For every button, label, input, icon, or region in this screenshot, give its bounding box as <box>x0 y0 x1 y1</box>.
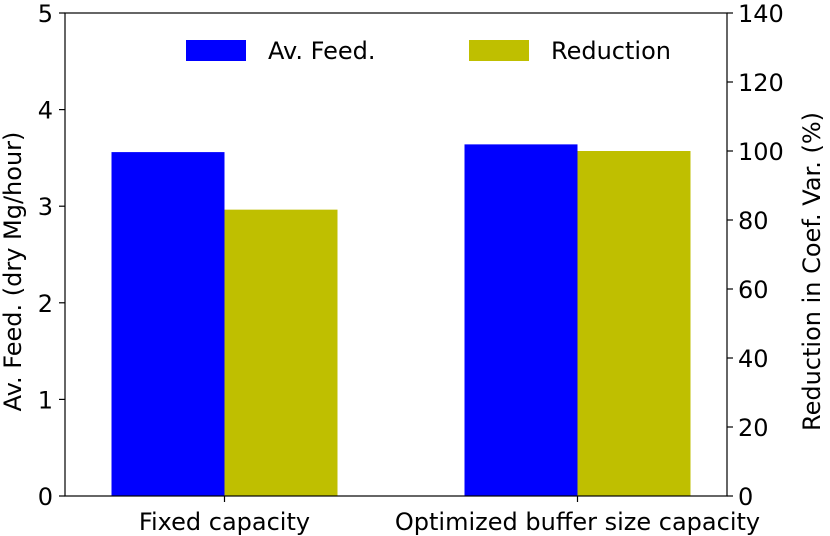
left-tick-label: 3 <box>38 193 53 221</box>
legend-label: Av. Feed. <box>268 37 376 65</box>
right-tick-label: 40 <box>738 345 769 373</box>
left-tick-label: 4 <box>38 97 53 125</box>
legend-swatch <box>186 40 246 61</box>
left-tick-label: 1 <box>38 386 53 414</box>
right-axis-ticks: 0 20 40 60 80 100 120 140 <box>727 0 784 511</box>
left-axis-title: Av. Feed. (dry Mg/hour) <box>0 132 27 412</box>
x-tick-label: Fixed capacity <box>139 508 310 536</box>
left-tick-label: 5 <box>38 0 53 28</box>
right-tick-label: 100 <box>738 138 784 166</box>
bar-av-feed-0 <box>111 152 225 496</box>
legend-swatch <box>469 40 529 61</box>
legend-label: Reduction <box>551 37 671 65</box>
right-tick-label: 0 <box>738 483 753 511</box>
bar-av-feed-1 <box>464 144 578 496</box>
right-axis-title: Reduction in Coef. Var. (%) <box>798 112 826 431</box>
bars-layer <box>111 144 691 496</box>
legend: Av. Feed. Reduction <box>186 37 671 65</box>
right-tick-label: 140 <box>738 0 784 28</box>
bar-reduction-0 <box>224 209 338 496</box>
right-tick-label: 60 <box>738 276 769 304</box>
right-tick-label: 80 <box>738 207 769 235</box>
x-axis-ticks: Fixed capacity Optimized buffer size capa… <box>139 496 760 536</box>
left-tick-label: 0 <box>38 483 53 511</box>
bar-reduction-1 <box>577 151 691 496</box>
right-tick-label: 120 <box>738 69 784 97</box>
x-tick-label: Optimized buffer size capacity <box>395 508 760 536</box>
left-tick-label: 2 <box>38 290 53 318</box>
right-tick-label: 20 <box>738 414 769 442</box>
plot-frame <box>64 12 728 497</box>
left-axis-ticks: 0 1 2 3 4 5 <box>38 0 65 511</box>
